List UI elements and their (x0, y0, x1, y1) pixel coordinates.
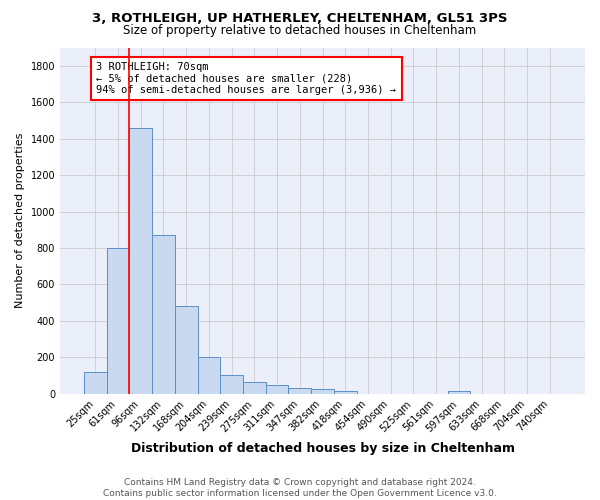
Bar (266, 385, 289, 394)
Bar (289, 388, 311, 394)
X-axis label: Distribution of detached houses by size in Cheltenham: Distribution of detached houses by size … (131, 442, 515, 455)
Text: Size of property relative to detached houses in Cheltenham: Size of property relative to detached ho… (124, 24, 476, 37)
Bar (130, 128, 152, 394)
Bar (107, 248, 130, 394)
Text: Contains HM Land Registry data © Crown copyright and database right 2024.
Contai: Contains HM Land Registry data © Crown c… (103, 478, 497, 498)
Bar (84, 372, 107, 394)
Bar (334, 390, 356, 394)
Text: 3 ROTHLEIGH: 70sqm
← 5% of detached houses are smaller (228)
94% of semi-detache: 3 ROTHLEIGH: 70sqm ← 5% of detached hous… (97, 62, 397, 96)
Bar (175, 306, 197, 394)
Bar (243, 382, 266, 394)
Bar (220, 374, 243, 394)
Bar (311, 389, 334, 394)
Bar (448, 392, 470, 394)
Text: 3, ROTHLEIGH, UP HATHERLEY, CHELTENHAM, GL51 3PS: 3, ROTHLEIGH, UP HATHERLEY, CHELTENHAM, … (92, 12, 508, 26)
Y-axis label: Number of detached properties: Number of detached properties (15, 133, 25, 308)
Bar (152, 235, 175, 394)
Bar (197, 358, 220, 394)
